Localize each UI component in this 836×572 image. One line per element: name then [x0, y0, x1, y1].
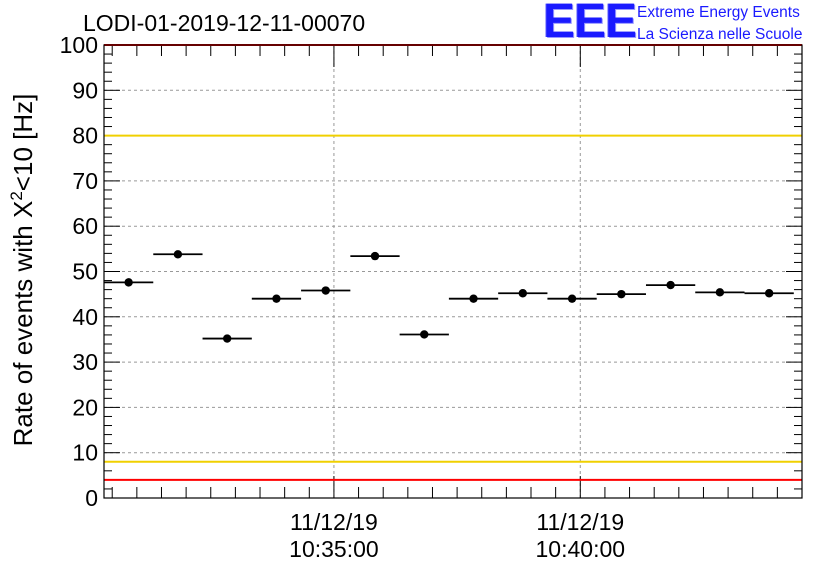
y-tick-label: 40 — [72, 304, 98, 330]
y-tick-label: 100 — [60, 32, 98, 58]
data-point — [617, 289, 626, 299]
logo-line-1: Extreme Energy Events — [637, 4, 800, 21]
y-axis-label: Rate of events with X2<10 [Hz] — [7, 94, 38, 447]
chart-title: LODI-01-2019-12-11-00070 — [83, 10, 366, 36]
data-point — [469, 294, 478, 303]
y-tick-label: 90 — [72, 77, 98, 103]
y-tick-label: 70 — [72, 168, 98, 194]
x-tick-label-date: 11/12/19 — [536, 509, 624, 535]
y-tick-label: 50 — [72, 259, 98, 285]
y-tick-label: 60 — [72, 213, 98, 239]
y-tick-label: 80 — [72, 123, 98, 149]
data-point — [764, 289, 774, 298]
y-tick-label: 30 — [72, 349, 98, 375]
data-point — [518, 289, 527, 298]
x-tick-label-date: 11/12/19 — [290, 509, 378, 535]
x-tick-label-time: 10:35:00 — [289, 536, 379, 562]
data-point — [420, 330, 429, 339]
data-point — [715, 288, 725, 297]
y-tick-label: 20 — [72, 394, 98, 420]
data-point — [272, 294, 281, 303]
data-point — [567, 294, 577, 303]
plot-frame — [103, 44, 803, 499]
data-point — [173, 250, 183, 259]
x-tick-label-time: 10:40:00 — [536, 536, 626, 562]
logo-line-2: La Scienza nelle Scuole — [637, 26, 803, 43]
data-point — [222, 334, 232, 343]
y-tick-label: 10 — [72, 440, 98, 466]
y-tick-label: 0 — [85, 485, 98, 511]
data-point — [370, 251, 380, 261]
logo-mark: EEE — [543, 0, 637, 48]
data-point — [321, 286, 330, 295]
data-point — [124, 278, 133, 287]
data-point — [666, 280, 675, 290]
